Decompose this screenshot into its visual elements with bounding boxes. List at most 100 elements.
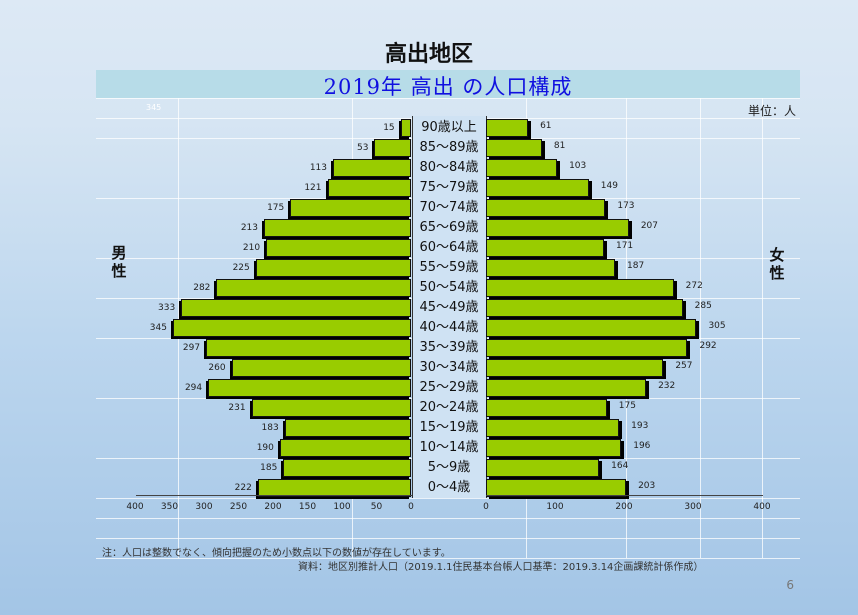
right-axis-tick-label: 400 [753, 502, 771, 512]
age-group-label: 75～79歳 [419, 180, 479, 195]
male-value-label: 260 [208, 363, 226, 373]
male-value-label: 225 [232, 263, 250, 273]
female-bar [486, 319, 697, 337]
gridline-horizontal [96, 498, 800, 499]
female-value-label: 272 [685, 281, 703, 291]
male-bar [257, 479, 411, 497]
age-group-label: 0～4歳 [427, 480, 471, 495]
female-value-label: 203 [638, 481, 656, 491]
male-value-label: 53 [356, 143, 369, 153]
gridline-horizontal [96, 538, 800, 539]
male-value-label: 15 [383, 123, 395, 133]
right-axis-tick-label: 300 [684, 502, 702, 512]
female-value-label: 207 [640, 221, 659, 231]
female-value-label: 171 [615, 241, 634, 251]
chart-title-band [96, 70, 800, 98]
male-bar [172, 319, 411, 337]
age-group-label: 65～69歳 [419, 220, 479, 235]
female-bar [486, 419, 620, 437]
right-axis-tick-label: 0 [483, 502, 489, 512]
region-title: 高出地区 [384, 42, 473, 67]
age-group-label: 30～34歳 [419, 360, 479, 375]
age-group-label: 60～64歳 [419, 240, 479, 255]
male-label-char-2: 性 [111, 262, 127, 280]
left-axis-tick-label: 350 [160, 502, 179, 512]
female-bar [486, 359, 664, 377]
male-value-label: 282 [193, 283, 211, 293]
left-axis-tick-label: 200 [264, 502, 282, 512]
left-axis-tick-label: 250 [229, 502, 248, 512]
chart-title: 2019年 高出 の人口構成 [323, 75, 573, 99]
age-group-label: 40～44歳 [419, 320, 479, 335]
age-group-label: 80～84歳 [419, 160, 479, 175]
age-group-label: 85～89歳 [419, 140, 479, 155]
age-group-label: 45～49歳 [419, 300, 479, 315]
female-value-label: 173 [617, 201, 635, 211]
left-axis-tick-label: 50 [370, 502, 383, 512]
male-value-label: 175 [267, 203, 285, 213]
right-axis-tick-label: 200 [615, 502, 633, 512]
female-value-label: 285 [694, 301, 712, 311]
female-value-label: 187 [627, 261, 645, 271]
male-bar [284, 419, 411, 437]
male-bar [264, 219, 411, 237]
female-value-label: 257 [675, 361, 693, 371]
age-group-label: 90歳以上 [421, 120, 477, 135]
age-group-label: 15～19歳 [419, 420, 479, 435]
female-value-label: 196 [633, 441, 651, 451]
left-axis-tick-label: 300 [195, 502, 213, 512]
male-bar [181, 299, 411, 317]
gridline-horizontal [96, 518, 800, 519]
gridline-vertical [762, 98, 763, 558]
female-bar [486, 119, 529, 137]
male-value-label: 222 [234, 483, 252, 493]
female-value-label: 103 [569, 161, 587, 171]
age-group-label: 70～74歳 [419, 200, 479, 215]
female-bar [486, 479, 627, 497]
female-bar [486, 279, 674, 297]
age-group-label: 20～24歳 [419, 400, 479, 415]
ghost-max-label: 345 [146, 103, 162, 112]
male-value-label: 297 [182, 343, 201, 353]
male-bar [251, 399, 411, 417]
male-bar [290, 199, 411, 217]
female-label: 女 性 [768, 246, 786, 282]
female-bar [486, 459, 600, 477]
age-group-label: 10～14歳 [419, 440, 479, 455]
male-bar [216, 279, 411, 297]
female-bar [486, 139, 542, 157]
male-bar [279, 439, 411, 457]
male-value-label: 231 [228, 403, 246, 413]
female-bar [486, 259, 616, 277]
female-bar [486, 339, 688, 357]
male-value-label: 294 [184, 383, 203, 393]
female-bar [486, 299, 683, 317]
female-label-char-1: 女 [769, 246, 785, 264]
female-bar [486, 399, 607, 417]
footnote-note: 注：人口は整数でなく、傾向把握のため小数点以下の数値が存在しています。 [102, 548, 451, 559]
male-value-label: 185 [260, 463, 278, 473]
female-value-label: 61 [540, 121, 552, 131]
left-axis-tick-label: 150 [298, 502, 317, 512]
male-value-label: 121 [304, 183, 322, 193]
male-bar [400, 119, 411, 137]
male-value-label: 183 [261, 423, 279, 433]
male-bar [231, 359, 411, 377]
age-group-label: 55～59歳 [419, 260, 479, 275]
page-number: 6 [786, 578, 794, 592]
age-group-label: 5～9歳 [427, 460, 471, 475]
female-value-label: 292 [699, 341, 717, 351]
male-value-label: 333 [158, 303, 176, 313]
right-axis-tick-label: 100 [546, 502, 564, 512]
left-axis-tick-label: 100 [333, 502, 351, 512]
male-value-label: 210 [242, 243, 261, 253]
female-value-label: 193 [631, 421, 649, 431]
left-axis-tick-label: 400 [126, 502, 144, 512]
age-group-label: 25～29歳 [419, 380, 479, 395]
male-bar [374, 139, 411, 157]
male-bar [333, 159, 411, 177]
female-value-label: 149 [600, 181, 618, 191]
footnote-source: 資料：地区別推計人口（2019.1.1住民基本台帳人口基準：2019.3.14企… [298, 562, 704, 573]
left-x-axis [136, 495, 412, 496]
female-bar [486, 199, 606, 217]
